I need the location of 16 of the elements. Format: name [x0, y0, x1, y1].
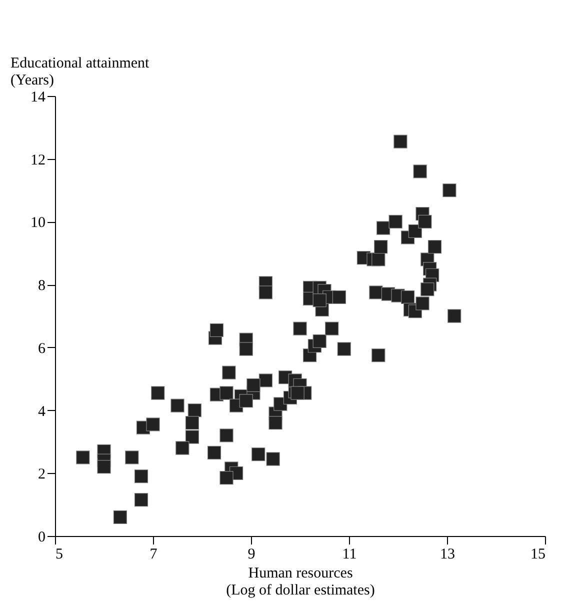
x-tick-label: 15 [530, 546, 546, 562]
y-tick-label: 12 [30, 152, 46, 168]
x-tick-label: 9 [248, 546, 256, 562]
y-tick-label: 8 [38, 278, 46, 294]
y-tick-label: 10 [30, 215, 46, 232]
y-tick-label: 6 [38, 340, 46, 357]
y-tick-label: 4 [38, 404, 46, 420]
x-tick-label: 7 [150, 546, 158, 562]
x-tick-label: 13 [440, 546, 455, 562]
x-tick-label: 11 [342, 546, 357, 562]
x-tick-label: 5 [56, 546, 63, 562]
y-axis-title: Educational attainment (Years) [10, 56, 150, 88]
y-tick-label: 0 [38, 530, 46, 546]
y-tick-label: 2 [38, 466, 46, 483]
x-axis-title: Human resources (Log of dollar estimates) [226, 566, 375, 598]
y-tick-label: 14 [30, 90, 46, 106]
